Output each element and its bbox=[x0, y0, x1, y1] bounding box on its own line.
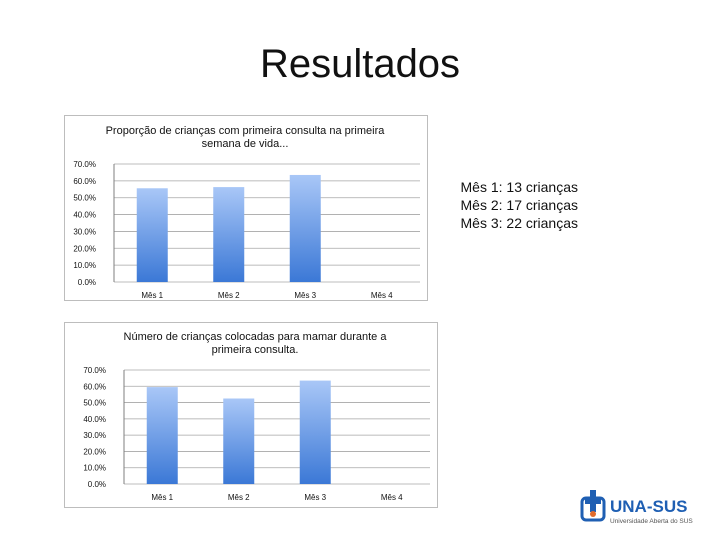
y-tick-label: 50.0% bbox=[83, 399, 106, 408]
chart-1-title: Proporção de crianças com primeira consu… bbox=[105, 125, 385, 150]
y-tick-label: 70.0% bbox=[73, 160, 96, 169]
month-count-2: Mês 2: 17 crianças bbox=[460, 197, 579, 213]
x-tick-label: Mês 3 bbox=[294, 291, 316, 300]
y-tick-label: 0.0% bbox=[88, 480, 106, 489]
una-sus-logo: UNA-SUS Universidade Aberta do SUS bbox=[580, 490, 693, 525]
y-tick-label: 60.0% bbox=[73, 177, 96, 186]
bar bbox=[213, 187, 245, 282]
chart-2-plot: 0.0% 10.0% 20.0% 30.0% 40.0% 50.0% 60.0% 70.0% M… bbox=[83, 366, 430, 502]
x-tick-label: Mês 1 bbox=[151, 493, 173, 502]
y-tick-label: 30.0% bbox=[83, 431, 106, 440]
y-tick-label: 50.0% bbox=[73, 194, 96, 203]
x-tick-label: Mês 1 bbox=[141, 291, 163, 300]
x-tick-label: Mês 2 bbox=[218, 291, 240, 300]
month-counts: Mês 1: 13 crianças Mês 2: 17 crianças Mê… bbox=[440, 178, 579, 232]
x-tick-label: Mês 2 bbox=[228, 493, 250, 502]
x-tick-label: Mês 4 bbox=[381, 493, 403, 502]
y-tick-label: 40.0% bbox=[73, 211, 96, 220]
y-tick-label: 30.0% bbox=[73, 227, 96, 236]
y-tick-label: 20.0% bbox=[73, 244, 96, 253]
bar bbox=[289, 174, 321, 282]
bar bbox=[136, 188, 168, 282]
month-count-1: Mês 1: 13 crianças bbox=[460, 179, 579, 195]
bar bbox=[146, 387, 178, 484]
chart-1-frame bbox=[64, 115, 428, 301]
x-tick-label: Mês 3 bbox=[304, 493, 326, 502]
y-tick-label: 10.0% bbox=[83, 464, 106, 473]
y-tick-label: 60.0% bbox=[83, 382, 106, 391]
y-tick-label: 10.0% bbox=[73, 261, 96, 270]
logo-subtext: Universidade Aberta do SUS bbox=[610, 518, 693, 525]
chart-1-plot: 0.0% 10.0% 20.0% 30.0% 40.0% 50.0% 60.0% 70.0% M… bbox=[73, 160, 420, 300]
month-count-3: Mês 3: 22 crianças bbox=[460, 215, 579, 231]
y-tick-label: 0.0% bbox=[78, 278, 96, 287]
slide-title: Resultados bbox=[259, 42, 461, 86]
bar bbox=[223, 398, 255, 484]
bar bbox=[299, 380, 331, 484]
chart-2-title: Número de crianças colocadas para mamar … bbox=[123, 331, 387, 356]
y-tick-label: 20.0% bbox=[83, 447, 106, 456]
y-tick-label: 40.0% bbox=[83, 415, 106, 424]
logo-text: UNA-SUS bbox=[610, 497, 687, 516]
x-tick-label: Mês 4 bbox=[371, 291, 393, 300]
cross-icon bbox=[580, 490, 606, 522]
y-tick-label: 70.0% bbox=[83, 366, 106, 375]
